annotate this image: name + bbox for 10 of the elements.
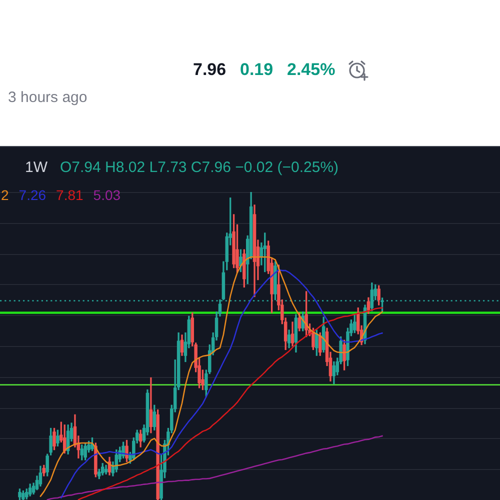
text: 2 [1,187,9,204]
text: O7.94 H8.02 L7.73 C7.96 −0.02 (−0.25%) [60,159,339,177]
text: 5.03 [93,187,121,204]
text: 7.26 [18,187,46,204]
text: 0.19 [240,60,274,80]
text: 2.45% [287,60,336,80]
text: 7.96 [193,60,226,80]
chart-subtitle: 1W [25,159,48,177]
text: 7.81 [56,187,84,204]
text: 3 hours ago [8,89,88,107]
